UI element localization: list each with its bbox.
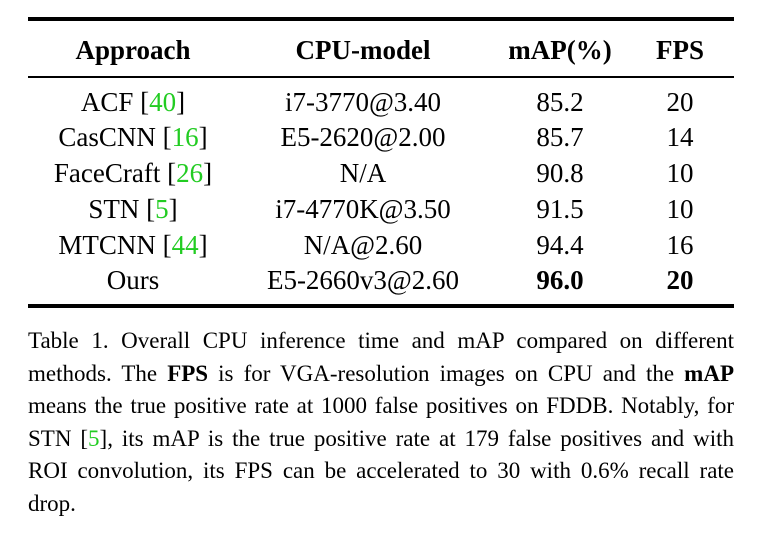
approach-cell: ACF [40] [80, 87, 186, 117]
caption-bold-map: mAP [684, 360, 734, 386]
map-cell: 91.5 [536, 194, 584, 224]
approach-cell: Ours [106, 265, 160, 295]
fps-cell: 10 [666, 194, 694, 224]
table-header-rule [28, 76, 734, 78]
fps-cell-best: 20 [666, 265, 694, 295]
citation-link[interactable]: 44 [171, 230, 199, 260]
header-cpu-model: CPU-model [295, 35, 431, 65]
header-map: mAP(%) [508, 35, 612, 65]
cpu-model-cell: E5-2620@2.00 [280, 122, 446, 152]
header-approach: Approach [75, 35, 191, 65]
approach-cell: CasCNN [16] [58, 122, 208, 152]
cpu-model-cell: E5-2660v3@2.60 [266, 265, 460, 295]
citation-link[interactable]: 26 [176, 158, 204, 188]
table-top-rule [28, 17, 734, 21]
cpu-model-cell: N/A [339, 158, 387, 188]
approach-name: CasCNN [58, 122, 156, 152]
table-caption: Table 1. Overall CPU inference time and … [28, 325, 734, 520]
approach-name: FaceCraft [53, 158, 161, 188]
cpu-model-cell: N/A@2.60 [303, 230, 423, 260]
caption-text: Table 1. Overall CPU inference time and … [28, 328, 734, 386]
citation-link[interactable]: 16 [171, 122, 199, 152]
caption-text: means the true positive rate at 1000 fal… [28, 393, 734, 451]
fps-cell: 14 [666, 122, 694, 152]
map-cell-best: 96.0 [536, 265, 584, 295]
caption-text: is for VGA-resolution images on CPU and … [208, 360, 685, 386]
approach-name: ACF [80, 87, 134, 117]
table-bottom-rule [28, 304, 734, 308]
approach-cell: FaceCraft [26] [53, 158, 213, 188]
cpu-model-cell: i7-3770@3.40 [284, 87, 442, 117]
cpu-model-cell: i7-4770K@3.50 [275, 194, 451, 224]
citation-link[interactable]: 40 [149, 87, 177, 117]
caption-bold-fps: FPS [167, 360, 209, 386]
fps-cell: 20 [666, 87, 694, 117]
caption-text: ], its mAP is the true positive rate at … [28, 425, 734, 516]
map-cell: 85.7 [536, 122, 584, 152]
approach-name: MTCNN [58, 230, 156, 260]
fps-cell: 10 [666, 158, 694, 188]
citation-link[interactable]: 5 [155, 194, 169, 224]
approach-name: STN [88, 194, 140, 224]
map-cell: 85.2 [536, 87, 584, 117]
citation-link[interactable]: 5 [88, 425, 100, 451]
map-cell: 90.8 [536, 158, 584, 188]
fps-cell: 16 [666, 230, 694, 260]
approach-cell: STN [5] [88, 194, 178, 224]
approach-cell: MTCNN [44] [58, 230, 208, 260]
map-cell: 94.4 [536, 230, 584, 260]
header-fps: FPS [655, 35, 705, 65]
